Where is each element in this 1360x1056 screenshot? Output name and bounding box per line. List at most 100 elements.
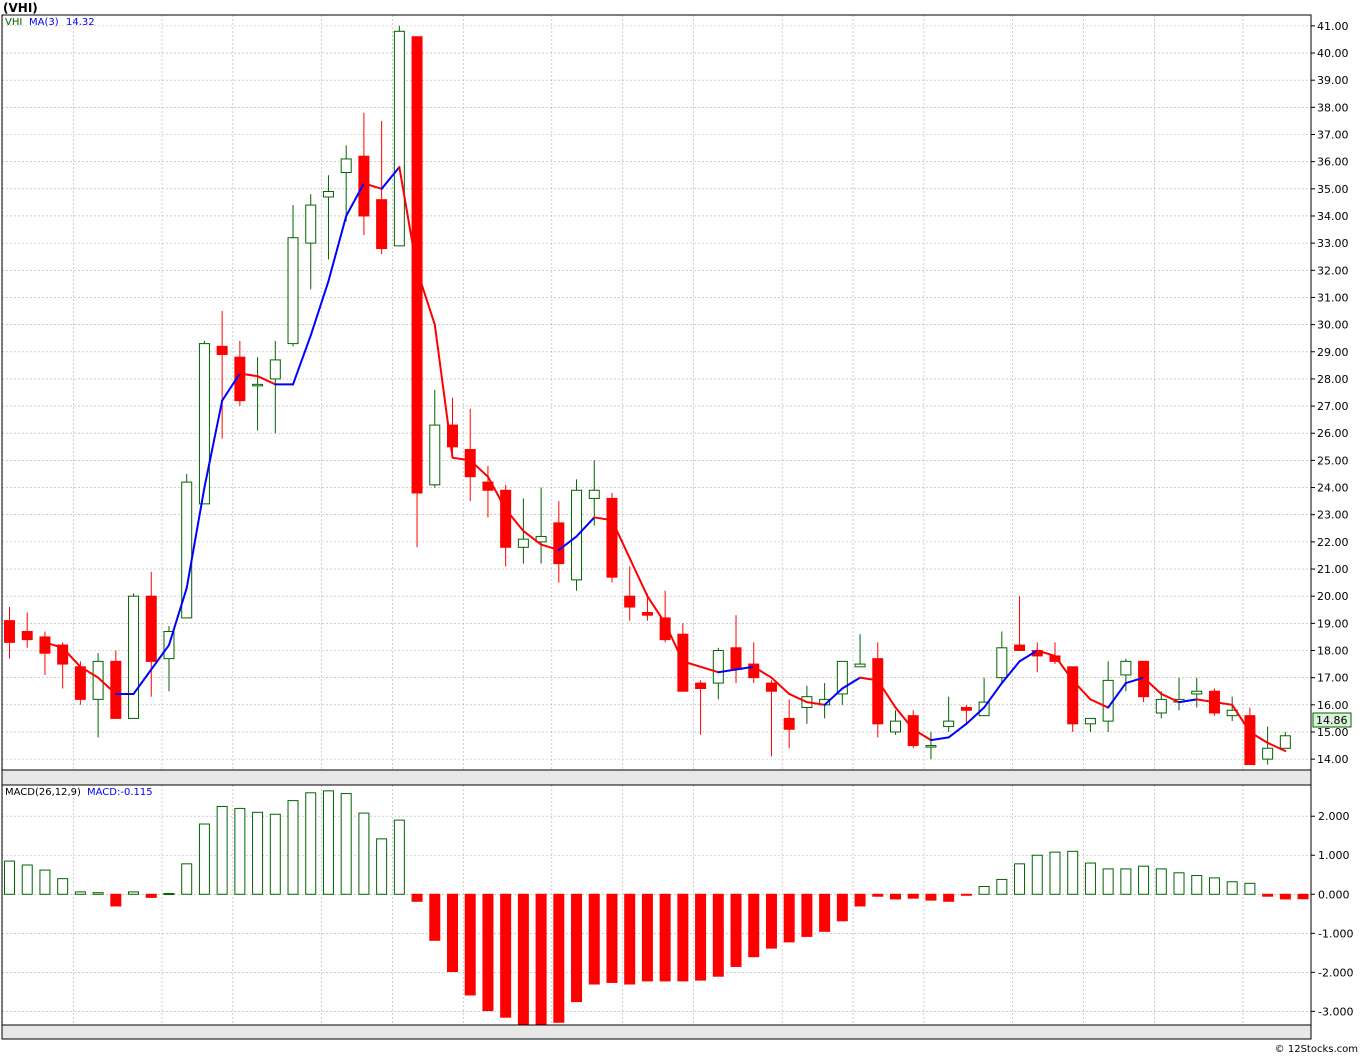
price-y-tick-label: 19.00: [1317, 617, 1349, 630]
ma3-segment: [433, 323, 454, 459]
candle-body-down: [500, 489, 512, 548]
candle-body-up: [925, 745, 937, 748]
macd-bar-positive: [358, 812, 370, 895]
ma3-segment: [97, 676, 117, 695]
ma3-segment: [150, 644, 170, 671]
candle-body-up: [1155, 698, 1167, 714]
current-price-tag-box: [1312, 712, 1352, 728]
macd-bar-positive: [57, 878, 69, 895]
ma3-segment: [362, 182, 383, 190]
ma3-segment: [469, 459, 489, 478]
macd-bar-positive: [1067, 850, 1079, 895]
legend-ma-value: 14.32: [66, 17, 95, 28]
candle-body-down: [765, 682, 777, 692]
price-y-tick-label: 28.00: [1317, 373, 1349, 386]
candle-body-up: [854, 663, 866, 668]
macd-legend-label: MACD(26,12,9): [5, 787, 81, 798]
candle-body-down: [21, 630, 33, 641]
macd-bar-negative: [588, 893, 600, 985]
macd-bar-positive: [216, 805, 228, 895]
candle-body-down: [641, 611, 653, 616]
price-y-tick-label: 40.00: [1317, 47, 1349, 60]
ma3-segment: [203, 399, 224, 489]
ma3-segment: [593, 516, 613, 522]
ma3-segment: [79, 665, 100, 679]
price-y-tick-label: 31.00: [1317, 291, 1349, 304]
macd-bar-positive: [287, 800, 299, 895]
candle-body-up: [198, 343, 210, 505]
price-y-tick-label: 38.00: [1317, 101, 1349, 114]
ma3-segment: [522, 530, 543, 546]
macd-bar-negative: [571, 893, 583, 1003]
macd-bar-negative: [429, 893, 441, 941]
macd-bar-positive: [1244, 882, 1256, 895]
price-y-tick-label: 32.00: [1317, 264, 1349, 277]
ma3-segment: [1124, 676, 1145, 685]
candle-body-down: [624, 595, 636, 608]
price-y-tick-label: 36.00: [1317, 156, 1349, 169]
macd-bar-positive: [1031, 854, 1043, 895]
price-y-tick-label: 37.00: [1317, 128, 1349, 141]
chart-title: (VHI): [3, 1, 38, 15]
price-y-tick-label: 18.00: [1317, 645, 1349, 658]
legend-ma-label: MA(3): [29, 17, 59, 28]
macd-bar-positive: [1120, 868, 1132, 895]
ma3-segment: [292, 334, 312, 386]
price-y-tick-label: 14.00: [1317, 753, 1349, 766]
ma3-segment: [947, 722, 968, 739]
candle-body-up: [393, 30, 405, 247]
macd-bar-positive: [74, 891, 86, 895]
candle-body-down: [358, 155, 370, 217]
candle-body-up: [305, 204, 317, 244]
macd-bar-negative: [624, 893, 636, 985]
macd-bar-negative: [695, 893, 707, 981]
price-y-tick-label: 20.00: [1317, 590, 1349, 603]
current-price-tag: 14.86: [1316, 714, 1348, 727]
price-y-tick-label: 21.00: [1317, 563, 1349, 576]
ma3-segment: [610, 519, 631, 560]
ma3-segment: [1160, 692, 1181, 704]
ma3-segment: [805, 701, 826, 706]
candle-body-up: [836, 660, 848, 695]
macd-y-tick-label: 0.000: [1318, 888, 1350, 901]
price-y-tick-label: 29.00: [1317, 346, 1349, 359]
ma3-segment: [929, 736, 950, 742]
macd-bar-negative: [535, 893, 547, 1026]
macd-bar-positive: [978, 885, 990, 895]
candle-body-down: [872, 658, 884, 725]
macd-bar-negative: [783, 893, 795, 943]
macd-bar-negative: [836, 893, 848, 922]
candle-body-down: [39, 636, 51, 654]
macd-bar-positive: [376, 838, 388, 895]
ma3-segment: [557, 535, 578, 552]
macd-bar-positive: [269, 813, 281, 895]
ma3-segment: [752, 665, 773, 679]
ma3-segment: [841, 676, 862, 690]
price-y-tick-label: 41.00: [1317, 20, 1349, 33]
ma3-segment: [61, 646, 82, 668]
candle-body-up: [287, 237, 299, 345]
price-y-tick-label: 33.00: [1317, 237, 1349, 250]
macd-bar-positive: [1191, 875, 1203, 895]
macd-bar-positive: [252, 811, 264, 895]
macd-bar-positive: [1173, 872, 1185, 895]
ma3-segment: [451, 456, 472, 462]
macd-legend-value: MACD:-0.115: [87, 787, 153, 798]
price-y-tick-label: 30.00: [1317, 319, 1349, 332]
macd-bar-positive: [1208, 877, 1220, 895]
candle-body-up: [429, 424, 441, 486]
ma3-segment: [309, 280, 330, 337]
macd-y-tick-label: -2.000: [1318, 966, 1353, 979]
macd-bar-negative: [411, 893, 423, 902]
ma3-segment: [132, 668, 153, 695]
price-y-tick-label: 17.00: [1317, 672, 1349, 685]
ma3-segment: [788, 692, 808, 704]
candle-body-up: [92, 660, 104, 700]
macd-bar-negative: [553, 893, 565, 1023]
ma3-segment: [380, 166, 401, 190]
ma3-segment: [1248, 730, 1269, 744]
ma3-segment: [664, 622, 684, 663]
candle-body-down: [234, 356, 246, 402]
macd-bar-positive: [198, 823, 210, 895]
ma3-segment: [965, 706, 986, 725]
